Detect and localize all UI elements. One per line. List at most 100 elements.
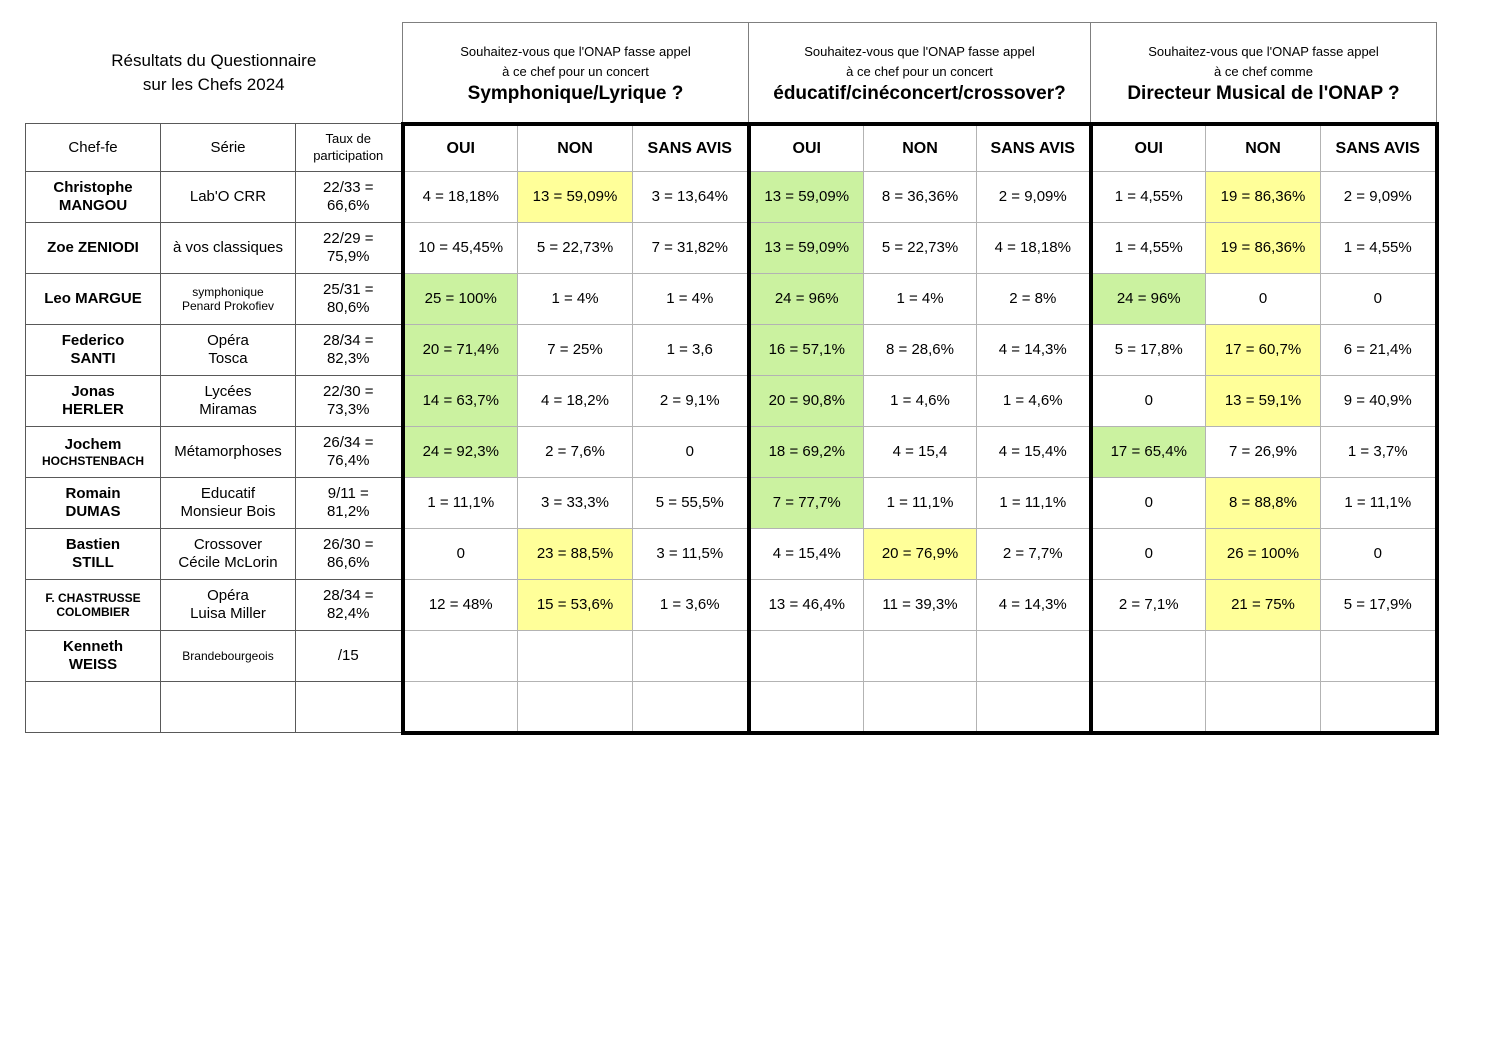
answer-cell: 5 = 55,5%: [632, 477, 751, 529]
answer-cell: [976, 630, 1093, 682]
answer-cell: 23 = 88,5%: [517, 528, 633, 580]
cell-line: 26/34 =: [323, 434, 374, 451]
cell-line: COLOMBIER: [56, 605, 130, 619]
question-text: Souhaitez-vous que l'ONAP fasse appel: [460, 44, 691, 60]
table-row: Romain DUMAS Educatif Monsieur Bois 9/11 = 81…: [25, 477, 1439, 529]
chef-name-cell: Christophe MANGOU: [25, 171, 161, 223]
answer-cell: 21 = 75%: [1205, 579, 1321, 631]
cell-line: Miramas: [199, 401, 257, 418]
answer-cell: 0: [1088, 528, 1206, 580]
serie-cell: [160, 681, 296, 733]
answer-cell: 13 = 59,1%: [1205, 375, 1321, 427]
cell-line: Bastien: [65, 536, 121, 553]
answer-cell: 1 = 4,6%: [863, 375, 977, 427]
chef-name-cell: Jonas HERLER: [25, 375, 161, 427]
answer-cell: 9 = 40,9%: [1320, 375, 1439, 427]
answer-cell: 19 = 86,36%: [1205, 222, 1321, 274]
chef-name-cell: Kenneth WEISS: [25, 630, 161, 682]
answer-cell: 5 = 22,73%: [863, 222, 977, 274]
cell-line: 66,6%: [326, 197, 370, 214]
cell-line: Monsieur Bois: [180, 503, 276, 520]
cell-line: Penard Prokofiev: [181, 299, 275, 313]
question-title: éducatif/cinéconcert/crossover?: [773, 83, 1066, 105]
answer-cell: [517, 681, 633, 735]
answer-cell: 0: [1088, 375, 1206, 427]
answer-cell: [1320, 630, 1439, 682]
answer-cell: 4 = 15,4%: [746, 528, 864, 580]
answer-cell: 20 = 76,9%: [863, 528, 977, 580]
answer-cell: [1088, 681, 1206, 735]
answer-cell: 1 = 4%: [517, 273, 633, 325]
serie-cell: Opéra Luisa Miller: [160, 579, 296, 631]
answer-cell: [863, 630, 977, 682]
answer-cell: 6 = 21,4%: [1320, 324, 1439, 376]
answer-cell: 1 = 11,1%: [976, 477, 1093, 529]
cell-line: 22/33 =: [323, 179, 374, 196]
answer-cell: 11 = 39,3%: [863, 579, 977, 631]
answer-cell: 5 = 17,8%: [1088, 324, 1206, 376]
answer-cell: [746, 681, 864, 735]
answer-cell: [1320, 681, 1439, 735]
chef-name-cell: Bastien STILL: [25, 528, 161, 580]
cell-line: 25/31 =: [323, 281, 374, 298]
participation-cell: 22/33 = 66,6%: [295, 171, 403, 223]
participation-cell: /15: [295, 630, 403, 682]
cell-line: 73,3%: [326, 401, 370, 418]
answer-cell: [1205, 630, 1321, 682]
question-text: à ce chef pour un concert: [502, 63, 649, 79]
cell-line: 81,2%: [326, 503, 370, 520]
col-header-q1-non: NON: [517, 121, 633, 172]
answer-cell: 1 = 4,6%: [976, 375, 1093, 427]
cell-line: Métamorphoses: [174, 443, 282, 460]
answer-cell: 24 = 96%: [1088, 273, 1206, 325]
answer-cell: 1 = 4,55%: [1088, 171, 1206, 223]
answer-cell: 5 = 22,73%: [517, 222, 633, 274]
col-header-chef: Chef-fe: [25, 123, 161, 172]
answer-cell: 20 = 71,4%: [400, 324, 518, 376]
answer-cell: 3 = 11,5%: [632, 528, 751, 580]
participation-cell: 28/34 = 82,3%: [295, 324, 403, 376]
col-header-q1-sansavis: SANS AVIS: [632, 121, 751, 172]
answer-cell: [632, 681, 751, 735]
serie-cell: Brandebourgeois: [160, 630, 296, 682]
cell-line: F. CHASTRUSSE: [45, 590, 141, 605]
answer-cell: 24 = 92,3%: [400, 426, 518, 478]
answer-cell: 13 = 59,09%: [746, 222, 864, 274]
answer-cell: 1 = 4,55%: [1088, 222, 1206, 274]
table-row: Bastien STILL Crossover Cécile McLorin 26/30…: [25, 528, 1439, 580]
participation-cell: 22/30 = 73,3%: [295, 375, 403, 427]
cell-line: 76,4%: [326, 452, 370, 469]
question-title: Symphonique/Lyrique ?: [467, 83, 684, 105]
answer-cell: 16 = 57,1%: [746, 324, 864, 376]
answer-cell: 1 = 3,6: [632, 324, 751, 376]
answer-cell: 1 = 4%: [632, 273, 751, 325]
answer-cell: 24 = 96%: [746, 273, 864, 325]
table-row: Leo MARGUE symphonique Penard Prokofiev 25/…: [25, 273, 1439, 325]
serie-cell: Opéra Tosca: [160, 324, 296, 376]
serie-cell: Lycées Miramas: [160, 375, 296, 427]
answer-cell: 0: [1320, 273, 1439, 325]
sheet-title-line2: sur les Chefs 2024: [142, 74, 285, 94]
column-header-row: Chef-fe Série Taux de participation OUI …: [25, 121, 1439, 172]
question-header-educatif: Souhaitez-vous que l'ONAP fasse appel à …: [748, 22, 1091, 124]
cell-line: 28/34 =: [323, 587, 374, 604]
chef-name-cell: Zoe ZENIODI: [25, 222, 161, 274]
answer-cell: 2 = 9,09%: [1320, 171, 1439, 223]
answer-cell: 2 = 9,09%: [976, 171, 1093, 223]
col-header-q2-oui: OUI: [746, 121, 864, 172]
table-row: F. CHASTRUSSE COLOMBIER Opéra Luisa Miller 2…: [25, 579, 1439, 631]
question-text: Souhaitez-vous que l'ONAP fasse appel: [1148, 44, 1379, 60]
cell-line: Federico: [61, 332, 125, 349]
sheet-title: Résultats du Questionnaire sur les Chefs…: [26, 23, 403, 124]
answer-cell: [517, 630, 633, 682]
answer-cell: 7 = 31,82%: [632, 222, 751, 274]
cell-line: Christophe: [53, 179, 133, 196]
answer-cell: 10 = 45,45%: [400, 222, 518, 274]
question-header-directeur: Souhaitez-vous que l'ONAP fasse appel à …: [1090, 22, 1437, 124]
answer-cell: 2 = 7,7%: [976, 528, 1093, 580]
answer-cell: [400, 630, 518, 682]
question-text: à ce chef pour un concert: [846, 63, 993, 79]
col-header-q2-non: NON: [863, 121, 977, 172]
answer-cell: 4 = 18,18%: [400, 171, 518, 223]
answer-cell: 1 = 11,1%: [400, 477, 518, 529]
